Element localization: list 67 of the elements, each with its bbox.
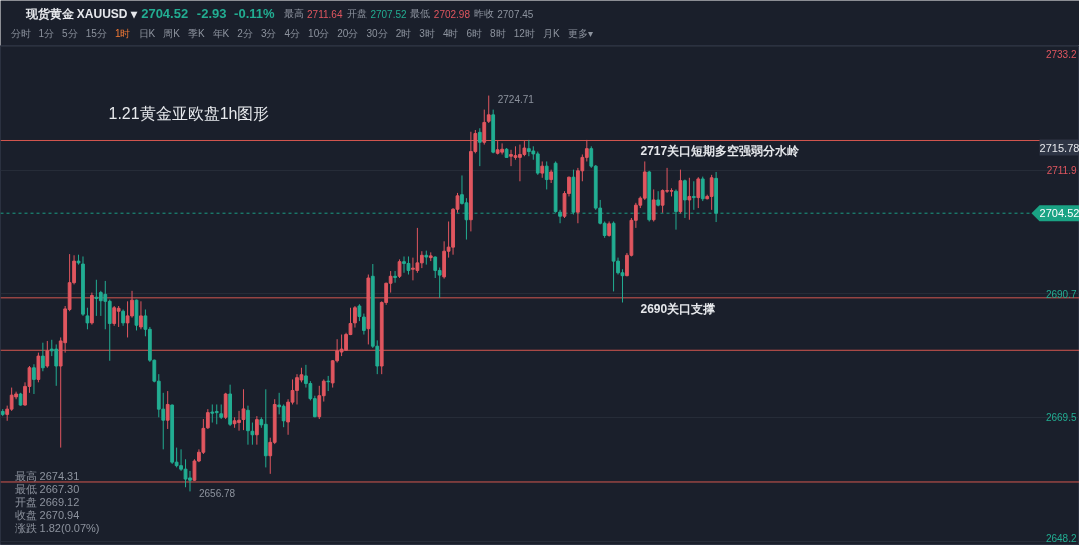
candlestick — [85, 307, 90, 330]
annotation: 收盘 2670.94 — [14, 508, 80, 521]
candlestick — [94, 279, 99, 317]
candlestick — [241, 388, 246, 431]
candlestick — [116, 305, 121, 328]
candlestick — [486, 95, 491, 124]
candlestick — [295, 373, 299, 405]
candlestick — [183, 458, 188, 488]
annotation: 开盘 2669.12 — [14, 495, 80, 508]
candlestick — [339, 334, 344, 357]
candlestick — [214, 403, 219, 425]
annotation: 涨跌 1.82(0.07%) — [14, 521, 100, 534]
candlestick — [696, 176, 701, 209]
candlestick — [477, 127, 482, 167]
annotation: 最低 2667.30 — [14, 482, 80, 495]
ref-line-label: 2717关口短期多空强弱分水岭 — [640, 144, 801, 159]
candlestick — [526, 139, 531, 157]
candlestick — [500, 142, 504, 155]
candlestick — [393, 270, 397, 284]
candlestick — [254, 415, 259, 446]
y-tick-label: 2711.9 — [1046, 165, 1077, 177]
candlestick — [482, 109, 487, 146]
candlestick — [112, 305, 117, 327]
candlestick — [32, 363, 36, 395]
candlestick — [210, 403, 215, 424]
candlestick — [205, 408, 210, 430]
candlestick — [411, 257, 415, 281]
candlestick — [317, 385, 322, 420]
candlestick — [103, 280, 108, 330]
candlestick — [651, 188, 656, 222]
candlestick — [188, 470, 192, 492]
candlestick — [700, 176, 705, 202]
y-tick-label: 2669.5 — [1045, 412, 1077, 424]
candlestick — [674, 188, 678, 231]
candlestick — [535, 151, 540, 176]
text: 2704.52 -2.93 -0.11% 最高 2711.64 开盘 2707.52 最低 2702.98 昨收 2707.45 — [141, 6, 534, 21]
y-tick-label: 2733.2 — [1045, 48, 1077, 60]
candlestick — [433, 255, 438, 279]
candlestick — [281, 403, 286, 428]
candlestick — [544, 160, 549, 190]
candlestick — [397, 258, 402, 279]
candlestick — [139, 300, 143, 330]
candlestick — [223, 392, 228, 420]
candlestick — [9, 387, 14, 412]
annotation: 2724.71 — [497, 93, 535, 105]
candlestick — [165, 390, 170, 430]
candlestick — [36, 352, 41, 383]
y-tick-label: 2648.2 — [1045, 532, 1077, 544]
candlestick — [683, 179, 687, 219]
candlestick — [98, 290, 103, 317]
candlestick — [687, 177, 692, 221]
text: 分时 1分 5分 15分 1时 日K 周K 季K 年K 2分 3分 4分 10分 20分 30分 2时 3时 4时 6时 8时 12时 月K 更多▾ — [10, 28, 593, 39]
candlestick — [246, 405, 250, 446]
chart-title: 现货黄金 XAUUSD ▾ — [24, 6, 138, 21]
candlestick — [54, 343, 59, 387]
candlestick — [40, 342, 45, 372]
candlestick — [45, 340, 50, 369]
candlestick — [709, 174, 714, 211]
ref-line-label: 2690关口支撑 — [640, 301, 716, 316]
annotation: 2715.78 — [1039, 141, 1079, 154]
annotation: 2704.52 — [1039, 207, 1079, 220]
candlestick — [406, 255, 411, 276]
candlestick — [691, 180, 696, 211]
annotation: 最高 2674.31 — [14, 469, 80, 482]
y-tick-label: 2690.7 — [1045, 288, 1077, 300]
annotation: 1.21黄金亚欧盘1h图形 — [108, 104, 270, 122]
annotation: 2656.78 — [198, 488, 236, 500]
